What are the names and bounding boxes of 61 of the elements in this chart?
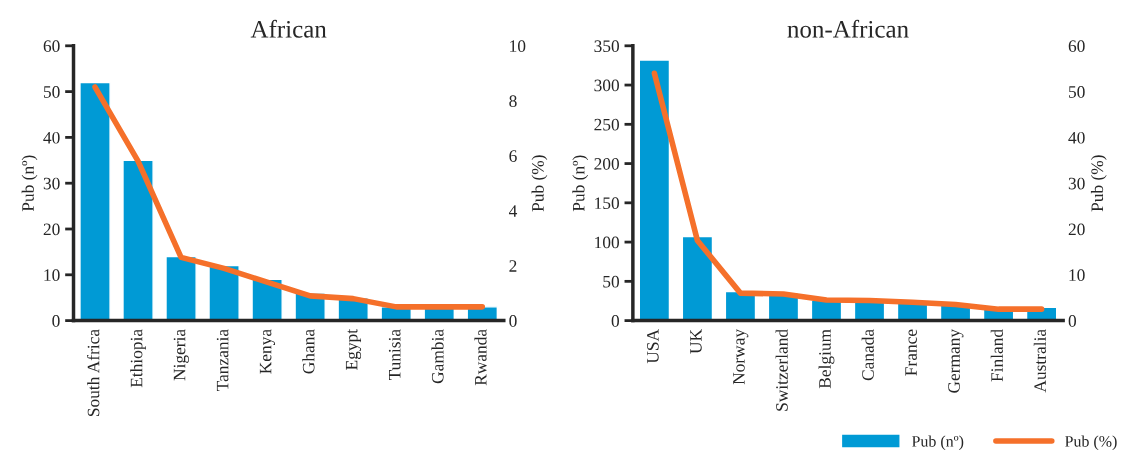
legend-label: Pub (%) [1065, 435, 1117, 451]
x-tick-label: Egypt [345, 329, 362, 370]
y2-tick-label: 10 [510, 40, 526, 52]
y2-tick-label: 30 [1068, 177, 1085, 190]
bar [638, 59, 671, 321]
bar [165, 255, 197, 321]
y2-tick-label: 60 [1068, 40, 1085, 52]
y-tick-label: 350 [594, 40, 620, 52]
y-tick-label: 20 [43, 223, 60, 236]
x-tick-label: Tunisia [388, 329, 401, 381]
y2-axis-title: Pub (%) [531, 155, 548, 212]
x-tick-label: Tanzania [216, 329, 229, 392]
x-tick-label: Kenya [259, 329, 276, 374]
y-axis-title: Pub (nº) [572, 155, 589, 212]
y-tick-label: 50 [43, 86, 60, 98]
y2-tick-label: 40 [1068, 131, 1085, 144]
y2-tick-label: 10 [1069, 269, 1085, 281]
y-tick-label: 50 [603, 275, 620, 288]
y2-tick-label: 4 [508, 205, 518, 217]
bar [79, 81, 111, 321]
x-tick-label: France [905, 329, 917, 376]
y2-tick-label: 20 [1068, 223, 1085, 236]
y2-tick-label: 0 [509, 315, 517, 327]
bar [681, 235, 714, 321]
y-tick-label: 0 [52, 315, 60, 327]
x-tick-label: UK [690, 329, 702, 354]
x-tick-label: Nigeria [173, 329, 189, 381]
x-tick-label: Norway [733, 329, 749, 385]
y-tick-label: 10 [44, 269, 60, 281]
x-tick-label: Rwanda [474, 329, 487, 386]
x-tick-label: South Africa [86, 329, 100, 417]
x-tick-label: Finland [990, 329, 1003, 382]
x-tick-label: Switzerland [775, 329, 788, 411]
y2-tick-label: 50 [1069, 86, 1085, 98]
x-tick-label: USA [647, 329, 659, 364]
y-tick-label: 250 [594, 118, 620, 131]
y-tick-label: 100 [595, 236, 620, 249]
y2-tick-label: 8 [509, 95, 517, 107]
legend-label: Pub (nº) [911, 435, 964, 451]
chart-title: non-African [787, 19, 909, 38]
y2-tick-label: 6 [509, 150, 517, 162]
y-tick-label: 200 [594, 158, 620, 170]
bar [122, 159, 154, 321]
x-tick-label: Belgium [818, 329, 835, 389]
y-tick-label: 0 [611, 315, 620, 327]
chart-title: African [250, 19, 327, 38]
y2-tick-label: 0 [1068, 315, 1077, 327]
y-axis-title: Pub (nº) [21, 155, 38, 212]
x-tick-label: Ethiopia [130, 329, 146, 388]
y-tick-label: 300 [594, 79, 620, 92]
x-tick-label: Ghana [302, 329, 315, 374]
x-tick-label: Canada [861, 329, 874, 381]
y2-tick-label: 2 [509, 260, 517, 272]
y2-axis-title: Pub (%) [1090, 155, 1107, 212]
y-tick-label: 30 [43, 177, 60, 190]
y-tick-label: 150 [595, 197, 620, 210]
y-tick-label: 60 [43, 40, 60, 52]
x-tick-label: Australia [1033, 329, 1046, 393]
x-tick-label: Germany [948, 329, 964, 393]
y-tick-label: 40 [43, 131, 60, 144]
x-tick-label: Gambia [431, 329, 444, 384]
